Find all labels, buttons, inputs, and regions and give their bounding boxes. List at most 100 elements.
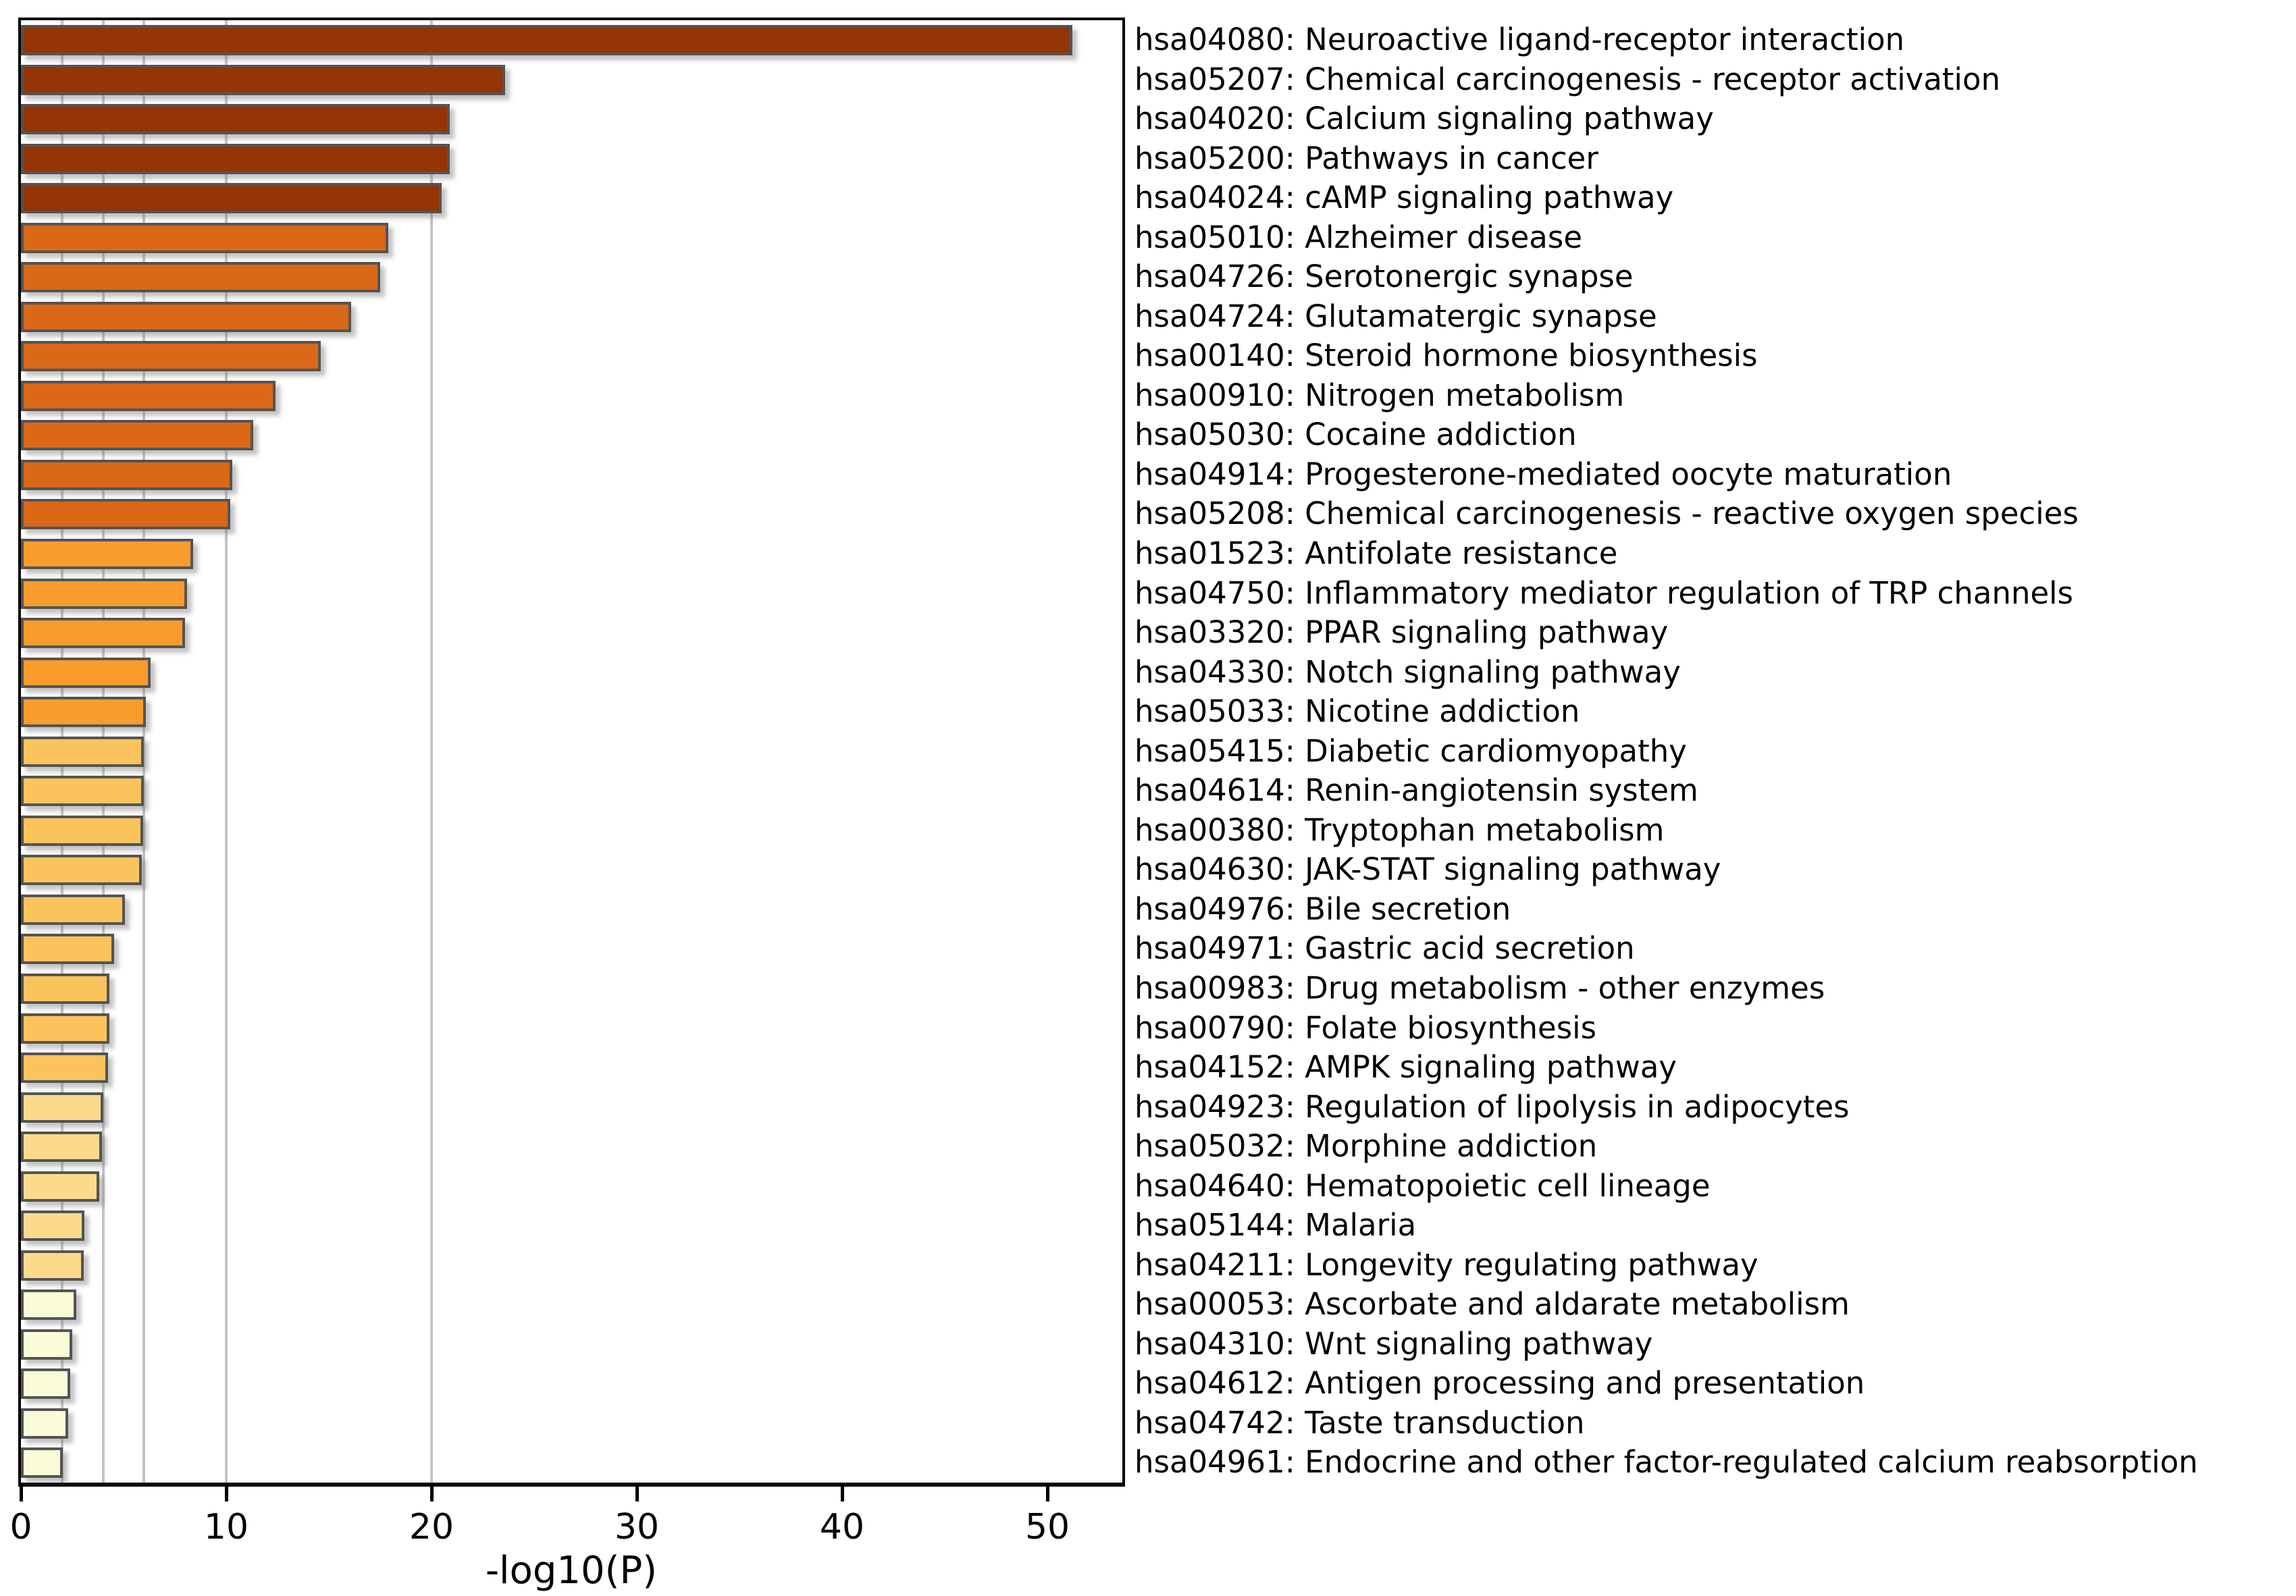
- bar-row: [21, 494, 1122, 534]
- bar-row: [21, 1167, 1122, 1206]
- pathway-label: hsa04612: Antigen processing and present…: [1134, 1365, 1865, 1402]
- bar: [21, 262, 380, 293]
- pathway-label: hsa04330: Notch signaling pathway: [1134, 654, 1681, 690]
- pathway-label: hsa04976: Bile secretion: [1134, 890, 1511, 927]
- pathway-label: hsa04310: Wnt signaling pathway: [1134, 1325, 1653, 1362]
- bar: [21, 1211, 85, 1242]
- bar: [21, 736, 145, 767]
- x-tick: [430, 1487, 434, 1501]
- bar-row: [21, 732, 1122, 772]
- bar-row: [21, 653, 1122, 693]
- bar: [21, 1013, 109, 1044]
- pathway-label: hsa00910: Nitrogen metabolism: [1134, 377, 1625, 413]
- bar-row: [21, 20, 1122, 60]
- x-tick: [841, 1487, 845, 1501]
- grid-line: [430, 20, 433, 1483]
- pathway-label: hsa04080: Neuroactive ligand-receptor in…: [1134, 22, 1905, 57]
- bar: [21, 104, 450, 135]
- bar: [21, 1289, 77, 1321]
- pathway-label: hsa05144: Malaria: [1134, 1207, 1417, 1244]
- bar: [21, 143, 450, 174]
- bar-row: [21, 1206, 1122, 1246]
- bar: [21, 1092, 103, 1123]
- bar-row: [21, 811, 1122, 851]
- pathway-label: hsa00790: Folate biosynthesis: [1134, 1009, 1597, 1046]
- bar: [21, 855, 142, 886]
- x-tick-label: 0: [9, 1507, 32, 1547]
- pathway-label: hsa05030: Cocaine addiction: [1134, 417, 1577, 453]
- bar-row: [21, 257, 1122, 297]
- bar: [21, 380, 276, 411]
- pathway-label: hsa04726: Serotonergic synapse: [1134, 259, 1634, 295]
- bar: [21, 1368, 70, 1400]
- bar-row: [21, 455, 1122, 495]
- pathway-label: hsa04630: JAK-STAT signaling pathway: [1134, 851, 1721, 888]
- bar: [21, 420, 253, 451]
- bar-row: [21, 890, 1122, 930]
- bar-row: [21, 1364, 1122, 1404]
- x-tick-label: 10: [203, 1507, 249, 1547]
- bar-row: [21, 850, 1122, 890]
- pathway-label: hsa03320: PPAR signaling pathway: [1134, 614, 1669, 651]
- pathway-label: hsa01523: Antifolate resistance: [1134, 535, 1618, 572]
- bar-row: [21, 139, 1122, 179]
- bar-row: [21, 336, 1122, 376]
- grid-line: [142, 20, 146, 1483]
- pathway-label: hsa05033: Nicotine addiction: [1134, 693, 1580, 730]
- bar: [21, 222, 389, 253]
- bar: [21, 499, 231, 530]
- pathway-label: hsa04750: Inflammatory mediator regulati…: [1134, 575, 2074, 611]
- bar: [21, 64, 506, 95]
- bar-row: [21, 692, 1122, 732]
- pathway-label: hsa04724: Glutamatergic synapse: [1134, 298, 1657, 334]
- bar: [21, 934, 115, 965]
- x-tick-label: 50: [1024, 1507, 1070, 1547]
- pathway-label: hsa05415: Diabetic cardiomyopathy: [1134, 733, 1687, 769]
- pathway-label: hsa05208: Chemical carcinogenesis - reac…: [1134, 496, 2079, 532]
- bar-row: [21, 99, 1122, 139]
- bar: [21, 459, 233, 490]
- x-tick: [20, 1487, 23, 1501]
- pathway-label: hsa05200: Pathways in cancer: [1134, 140, 1598, 176]
- bar-row: [21, 969, 1122, 1009]
- bar-row: [21, 534, 1122, 574]
- bar: [21, 697, 147, 728]
- bar-row: [21, 1285, 1122, 1325]
- bar-row: [21, 297, 1122, 337]
- bar: [21, 1132, 103, 1163]
- pathway-label: hsa04024: cAMP signaling pathway: [1134, 180, 1674, 216]
- pathway-label: hsa04152: AMPK signaling pathway: [1134, 1049, 1677, 1086]
- bar: [21, 341, 321, 372]
- pathway-label: hsa00140: Steroid hormone biosynthesis: [1134, 338, 1758, 374]
- pathway-label: hsa05207: Chemical carcinogenesis - rece…: [1134, 61, 2001, 97]
- pathway-label: hsa04961: Endocrine and other factor-reg…: [1134, 1444, 2198, 1481]
- bar: [21, 1171, 99, 1202]
- bar: [21, 183, 442, 214]
- bar-row: [21, 929, 1122, 969]
- bar: [21, 1053, 109, 1084]
- grid-line: [225, 20, 228, 1483]
- plot-area: [18, 18, 1125, 1487]
- bar-row: [21, 1443, 1122, 1483]
- x-axis-title: -log10(P): [485, 1549, 658, 1593]
- bar: [21, 1408, 68, 1439]
- x-tick-label: 30: [614, 1507, 660, 1547]
- pathway-label: hsa04614: Renin-angiotensin system: [1134, 772, 1698, 809]
- pathway-label: hsa04971: Gastric acid secretion: [1134, 930, 1635, 967]
- pathway-label: hsa04211: Longevity regulating pathway: [1134, 1246, 1758, 1283]
- bar-row: [21, 1127, 1122, 1167]
- pathway-label: hsa05032: Morphine addiction: [1134, 1128, 1598, 1165]
- x-tick: [635, 1487, 640, 1501]
- pathway-label: hsa00380: Tryptophan metabolism: [1134, 812, 1665, 848]
- x-tick: [225, 1487, 228, 1501]
- bar: [21, 578, 188, 609]
- bar: [21, 1447, 63, 1479]
- bar: [21, 973, 109, 1004]
- pathway-label: hsa05010: Alzheimer disease: [1134, 219, 1583, 255]
- bar-row: [21, 218, 1122, 258]
- bar: [21, 657, 151, 688]
- bar-row: [21, 1404, 1122, 1443]
- bar-row: [21, 1009, 1122, 1048]
- x-tick: [1046, 1487, 1050, 1501]
